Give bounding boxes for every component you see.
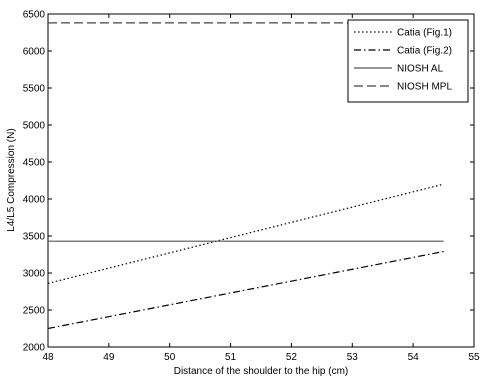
legend-entry-1: Catia (Fig.1) [397,28,452,39]
legend-box [347,19,469,103]
legend-entry-4: NIOSH MPL [397,82,452,93]
x-tick-label: 50 [164,352,176,363]
legend: Catia (Fig.1) Catia (Fig.2) NIOSH AL NIOSH … [347,19,469,103]
y-tick-label: 5500 [23,84,46,95]
y-tick-label: 6000 [23,47,46,58]
legend-entry-2: Catia (Fig.2) [397,46,452,57]
ticks-layer: 48 49 50 51 52 53 54 55 2000 2500 3000 3500 4000 4500… [23,10,480,364]
x-tick-label: 54 [408,352,420,363]
x-tick-label: 51 [225,352,237,363]
x-tick-label: 53 [347,352,359,363]
x-tick-label: 49 [103,352,115,363]
y-tick-label: 3500 [23,232,46,243]
x-axis-label: Distance of the shoulder to the hip (cm) [174,366,349,377]
series-line-2 [47,250,444,330]
y-tick-label: 2000 [23,343,46,354]
x-tick-label: 52 [286,352,298,363]
x-tick-label: 55 [468,352,480,363]
x-tick-label: 48 [42,352,54,363]
y-tick-label: 6500 [23,10,46,21]
y-tick-label: 4500 [23,158,46,169]
legend-entry-3: NIOSH AL [397,64,444,75]
y-tick-label: 5000 [23,121,46,132]
y-tick-label: 4000 [23,195,46,206]
y-tick-label: 3000 [23,269,46,280]
y-tick-label: 2500 [23,306,46,317]
y-axis-label: L4/L5 Compression (N) [6,128,17,231]
